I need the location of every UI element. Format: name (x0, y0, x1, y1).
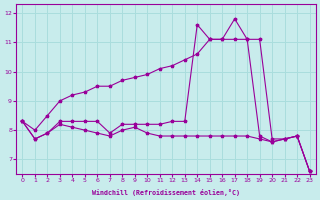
X-axis label: Windchill (Refroidissement éolien,°C): Windchill (Refroidissement éolien,°C) (92, 189, 240, 196)
